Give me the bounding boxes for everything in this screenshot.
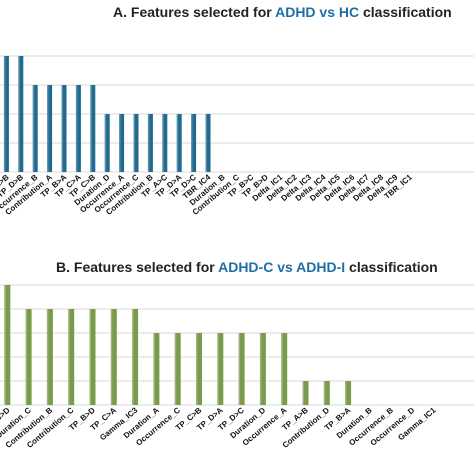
panel-a-bar <box>191 114 197 172</box>
panel-b-bar <box>46 309 53 405</box>
panel-b-bar-shade <box>281 333 283 405</box>
panel-b-bar-shade <box>89 309 91 405</box>
panel-a-bar-shade <box>75 85 78 172</box>
panel-a-gridlines <box>0 55 474 173</box>
panel-a-bar-shade <box>176 114 179 172</box>
panel-a-bar <box>75 85 81 172</box>
panel-a-bar <box>3 56 9 172</box>
panel-a-bar <box>47 85 53 172</box>
panel-b-bar-shade <box>25 309 28 405</box>
panel-b-bar-shade <box>323 381 326 405</box>
panel-a-bar-shade <box>191 114 193 172</box>
panel-a-bar <box>176 114 182 172</box>
panel-b-bar-shade <box>174 333 177 405</box>
panel-a-bar-shade <box>162 114 164 172</box>
panel-a-bar-shade <box>90 85 92 172</box>
panel-b-bar-shade <box>345 381 347 405</box>
panel-b-bar <box>68 309 75 405</box>
panel-b-bar <box>196 333 202 405</box>
panel-a: A. Features selected for ADHD vs HC clas… <box>0 4 474 217</box>
panel-b-tick-labels: TP_C>BTP_C>DDuration_CContribution_BCont… <box>0 405 438 450</box>
panel-a-bar-shade <box>61 85 63 172</box>
panel-b-bar <box>110 309 117 405</box>
panel-a-bar <box>104 114 110 172</box>
panel-b-bar <box>89 309 96 405</box>
panel-b-bar <box>132 309 139 405</box>
panel-b-bar-shade <box>68 309 70 405</box>
panel-b-bar-shade <box>196 333 198 405</box>
panel-a-bar-shade <box>32 85 35 172</box>
panel-b-bar-shade <box>302 381 304 405</box>
panel-b-bar <box>153 333 160 405</box>
panel-a-bar <box>205 114 211 172</box>
panel-b-bar-shade <box>110 309 113 405</box>
panel-b: B. Features selected for ADHD-C vs ADHD-… <box>0 259 474 450</box>
panel-b-gridlines <box>0 284 474 406</box>
panel-b-bar <box>4 285 11 405</box>
panel-a-bar-shade <box>104 114 107 172</box>
panel-b-bar <box>25 309 32 405</box>
panel-a-bar-shade <box>205 114 207 172</box>
panel-b-bar-shade <box>238 333 241 405</box>
panel-a-bar <box>61 85 67 172</box>
panel-a-bar <box>119 114 125 172</box>
panel-b-bar <box>174 333 181 405</box>
panel-a-bar <box>32 85 38 172</box>
panel-b-bar <box>323 381 330 405</box>
panel-b-bar <box>238 333 245 405</box>
panel-a-bar-shade <box>47 85 49 172</box>
panel-a-bar <box>147 114 153 172</box>
panel-b-bar-shade <box>132 309 134 405</box>
panel-a-bar-shade <box>3 56 6 172</box>
panel-a-tick-labels: TP_C>BTP_A>BTP_D>BOccurrence_BContributi… <box>0 172 414 217</box>
panel-b-bar <box>345 381 352 405</box>
panel-a-bar <box>18 56 24 172</box>
panel-a-bar-shade <box>147 114 150 172</box>
panel-b-bar <box>281 333 288 405</box>
panel-b-bar <box>302 381 309 405</box>
panel-b-bar-shade <box>46 309 49 405</box>
panel-a-bar <box>133 114 139 172</box>
panel-a-bar <box>90 85 96 172</box>
panel-b-bar <box>259 333 266 405</box>
panel-b-bar-shade <box>4 285 6 405</box>
panel-b-bar <box>217 333 224 405</box>
panel-a-bar <box>162 114 168 172</box>
panel-a-bars <box>3 56 211 172</box>
panel-b-bars <box>4 285 352 405</box>
panel-a-bar-shade <box>133 114 135 172</box>
panel-b-bar-shade <box>153 333 155 405</box>
panel-a-bar-shade <box>18 56 20 172</box>
panel-a-title: A. Features selected for ADHD vs HC clas… <box>113 4 452 20</box>
panel-a-bar-shade <box>119 114 121 172</box>
panel-b-title: B. Features selected for ADHD-C vs ADHD-… <box>56 259 438 275</box>
panel-b-bar-shade <box>259 333 262 405</box>
panel-b-bar-shade <box>217 333 219 405</box>
